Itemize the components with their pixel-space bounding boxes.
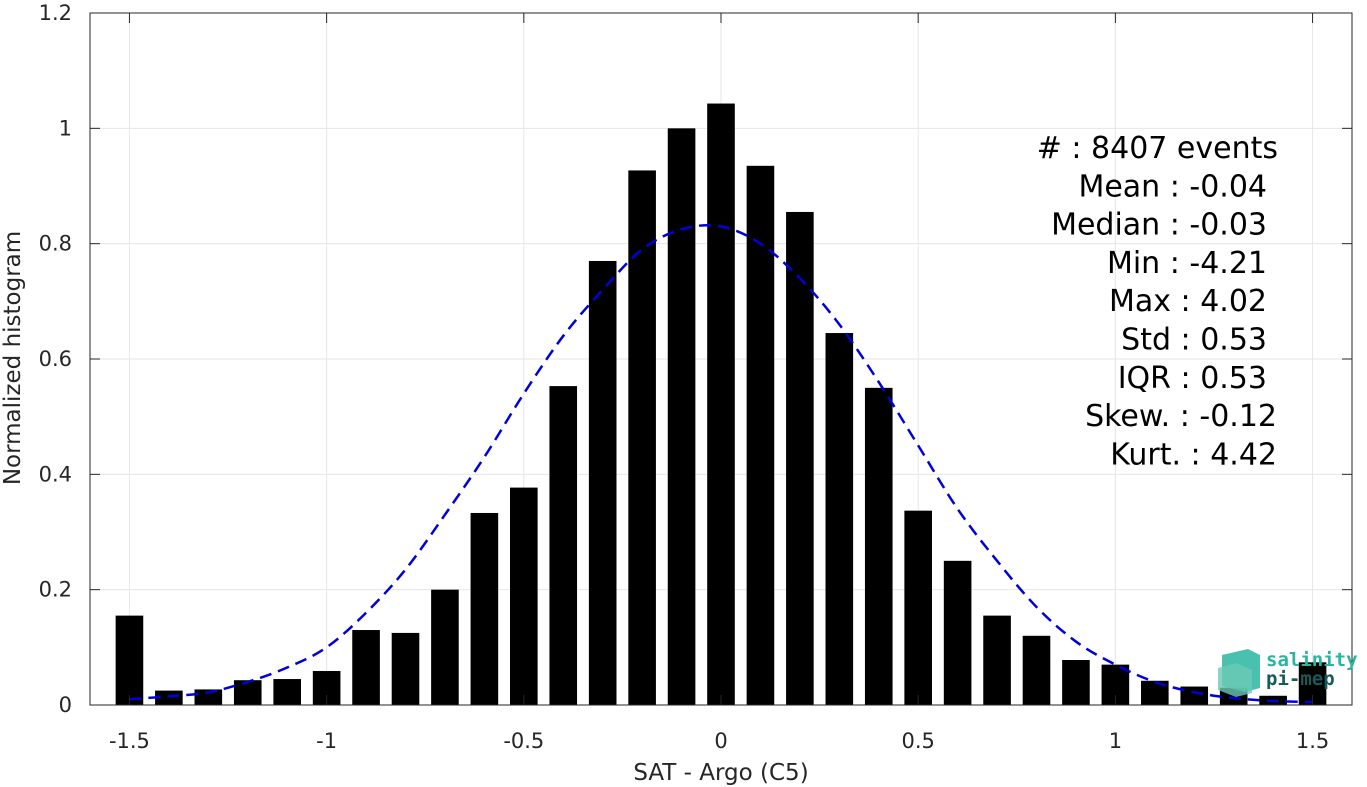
x-tick-label: 1.5 xyxy=(1296,729,1329,753)
histogram-bar xyxy=(115,615,144,705)
histogram-bar xyxy=(1062,660,1090,705)
x-axis-label: SAT - Argo (C5) xyxy=(633,760,808,786)
x-tick-labels: -1.5 -1 -0.5 0 0.5 1 1.5 xyxy=(109,729,1329,753)
y-tick-labels: 0 0.2 0.4 0.6 0.8 1 1.2 xyxy=(39,1,72,717)
x-tick-label: -1.5 xyxy=(109,729,150,753)
y-tick-label: 0.6 xyxy=(39,347,72,371)
fit-curve xyxy=(129,223,1313,704)
y-axis-label: Normalized histogram xyxy=(0,231,26,485)
histogram-bar xyxy=(233,680,262,705)
histogram-bar xyxy=(155,690,183,705)
histogram-bar xyxy=(943,560,972,705)
histogram-bar xyxy=(431,589,459,705)
stats-line: IQR : 0.53 xyxy=(1118,361,1267,396)
histogram-bar xyxy=(1022,635,1051,705)
y-tick-label: 0.8 xyxy=(39,232,72,256)
stats-line: Skew. : -0.12 xyxy=(1085,399,1277,434)
histogram-bar xyxy=(470,512,499,705)
x-tick-label: -1 xyxy=(316,729,337,753)
histogram-bar xyxy=(194,689,223,705)
y-tick-label: 0.4 xyxy=(39,462,72,486)
histogram-bar xyxy=(510,487,538,705)
x-tick-label: 0.5 xyxy=(901,729,934,753)
ticks xyxy=(90,12,1352,706)
logo-line2: pi-mep xyxy=(1266,668,1335,690)
histogram-bar xyxy=(588,260,617,705)
histogram-bar xyxy=(352,630,380,705)
x-tick-label: -0.5 xyxy=(503,729,544,753)
logo-wave-icon-dark xyxy=(1218,663,1252,697)
stats-line: Std : 0.53 xyxy=(1121,323,1267,358)
stats-line: # : 8407 events xyxy=(1037,131,1278,166)
histogram-bar xyxy=(904,510,932,705)
logo-line1: salinity xyxy=(1266,649,1358,671)
histogram-bar xyxy=(667,128,696,706)
histogram-bar xyxy=(786,211,814,705)
histogram-bar xyxy=(1180,686,1209,705)
histogram-bar xyxy=(391,632,420,705)
stats-line: Median : -0.03 xyxy=(1051,208,1267,243)
histogram-bar xyxy=(273,679,301,705)
histogram-bar xyxy=(746,165,775,706)
stats-line: Max : 4.02 xyxy=(1109,284,1267,319)
histogram-bar xyxy=(825,333,854,705)
x-tick-label: 1 xyxy=(1109,729,1122,753)
stats-line: Mean : -0.04 xyxy=(1078,169,1267,204)
y-tick-label: 1.2 xyxy=(39,1,72,25)
histogram-bar xyxy=(864,387,893,705)
stats-line: Min : -4.21 xyxy=(1107,246,1267,281)
histogram-bar xyxy=(549,386,578,705)
stats-line: Kurt. : 4.42 xyxy=(1110,437,1277,472)
histogram-bar xyxy=(983,615,1011,705)
x-tick-label: 0 xyxy=(714,729,727,753)
y-tick-label: 0 xyxy=(59,693,72,717)
histogram-bar xyxy=(707,103,735,705)
y-tick-label: 0.2 xyxy=(39,578,72,602)
salinity-pi-mep-logo: salinity pi-mep xyxy=(1218,649,1358,697)
y-tick-label: 1 xyxy=(59,116,72,140)
histogram-bar xyxy=(628,170,656,705)
bars xyxy=(115,103,1327,706)
